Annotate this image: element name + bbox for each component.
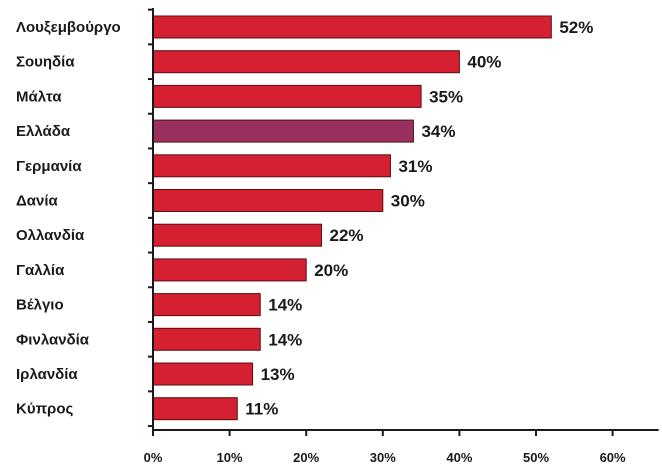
bar	[152, 15, 552, 39]
axes-group	[148, 8, 659, 436]
value-label: 14%	[268, 330, 302, 349]
value-label: 34%	[421, 122, 455, 141]
bar	[152, 50, 460, 74]
x-tick-label: 20%	[293, 450, 319, 465]
bar	[152, 293, 261, 317]
category-label: Γερμανία	[16, 158, 82, 175]
category-label: Δανία	[16, 193, 59, 210]
x-tick-label: 10%	[217, 450, 243, 465]
x-tick-label: 50%	[523, 450, 549, 465]
value-label: 14%	[268, 296, 302, 315]
category-label: Γαλλία	[16, 262, 65, 279]
value-label: 40%	[467, 53, 501, 72]
value-label: 11%	[245, 400, 278, 419]
value-label: 22%	[330, 226, 364, 245]
category-label: Λουξεμβούργο	[16, 19, 121, 36]
category-label: Ελλάδα	[16, 123, 71, 140]
bar	[152, 223, 323, 247]
bar	[152, 84, 422, 108]
category-label: Ιρλανδία	[16, 366, 78, 383]
category-label: Βέλγιο	[16, 297, 64, 314]
bar	[152, 119, 414, 143]
value-label: 35%	[429, 87, 463, 106]
value-label: 30%	[391, 192, 425, 211]
value-label: 20%	[314, 261, 348, 280]
x-tick-label: 60%	[600, 450, 626, 465]
bar	[152, 362, 254, 386]
bar	[152, 397, 238, 421]
category-label: Κύπρος	[16, 401, 73, 418]
bar	[152, 154, 391, 178]
category-label: Φινλανδία	[16, 331, 90, 348]
bar	[152, 258, 307, 282]
x-tick-label: 0%	[144, 450, 163, 465]
x-tick-label: 40%	[446, 450, 472, 465]
category-label: Μάλτα	[16, 88, 62, 105]
bar	[152, 327, 261, 351]
value-label: 13%	[261, 365, 295, 384]
category-label: Σουηδία	[16, 54, 75, 71]
value-label: 31%	[398, 157, 432, 176]
bars-group	[152, 15, 552, 421]
category-label: Ολλανδία	[16, 227, 85, 244]
value-label: 52%	[559, 18, 593, 37]
labels-group: Λουξεμβούργο 52% Σουηδία 40% Μάλτα 35% Ελλάδα 3…	[16, 18, 626, 465]
bar	[152, 189, 384, 212]
x-tick-label: 30%	[370, 450, 396, 465]
